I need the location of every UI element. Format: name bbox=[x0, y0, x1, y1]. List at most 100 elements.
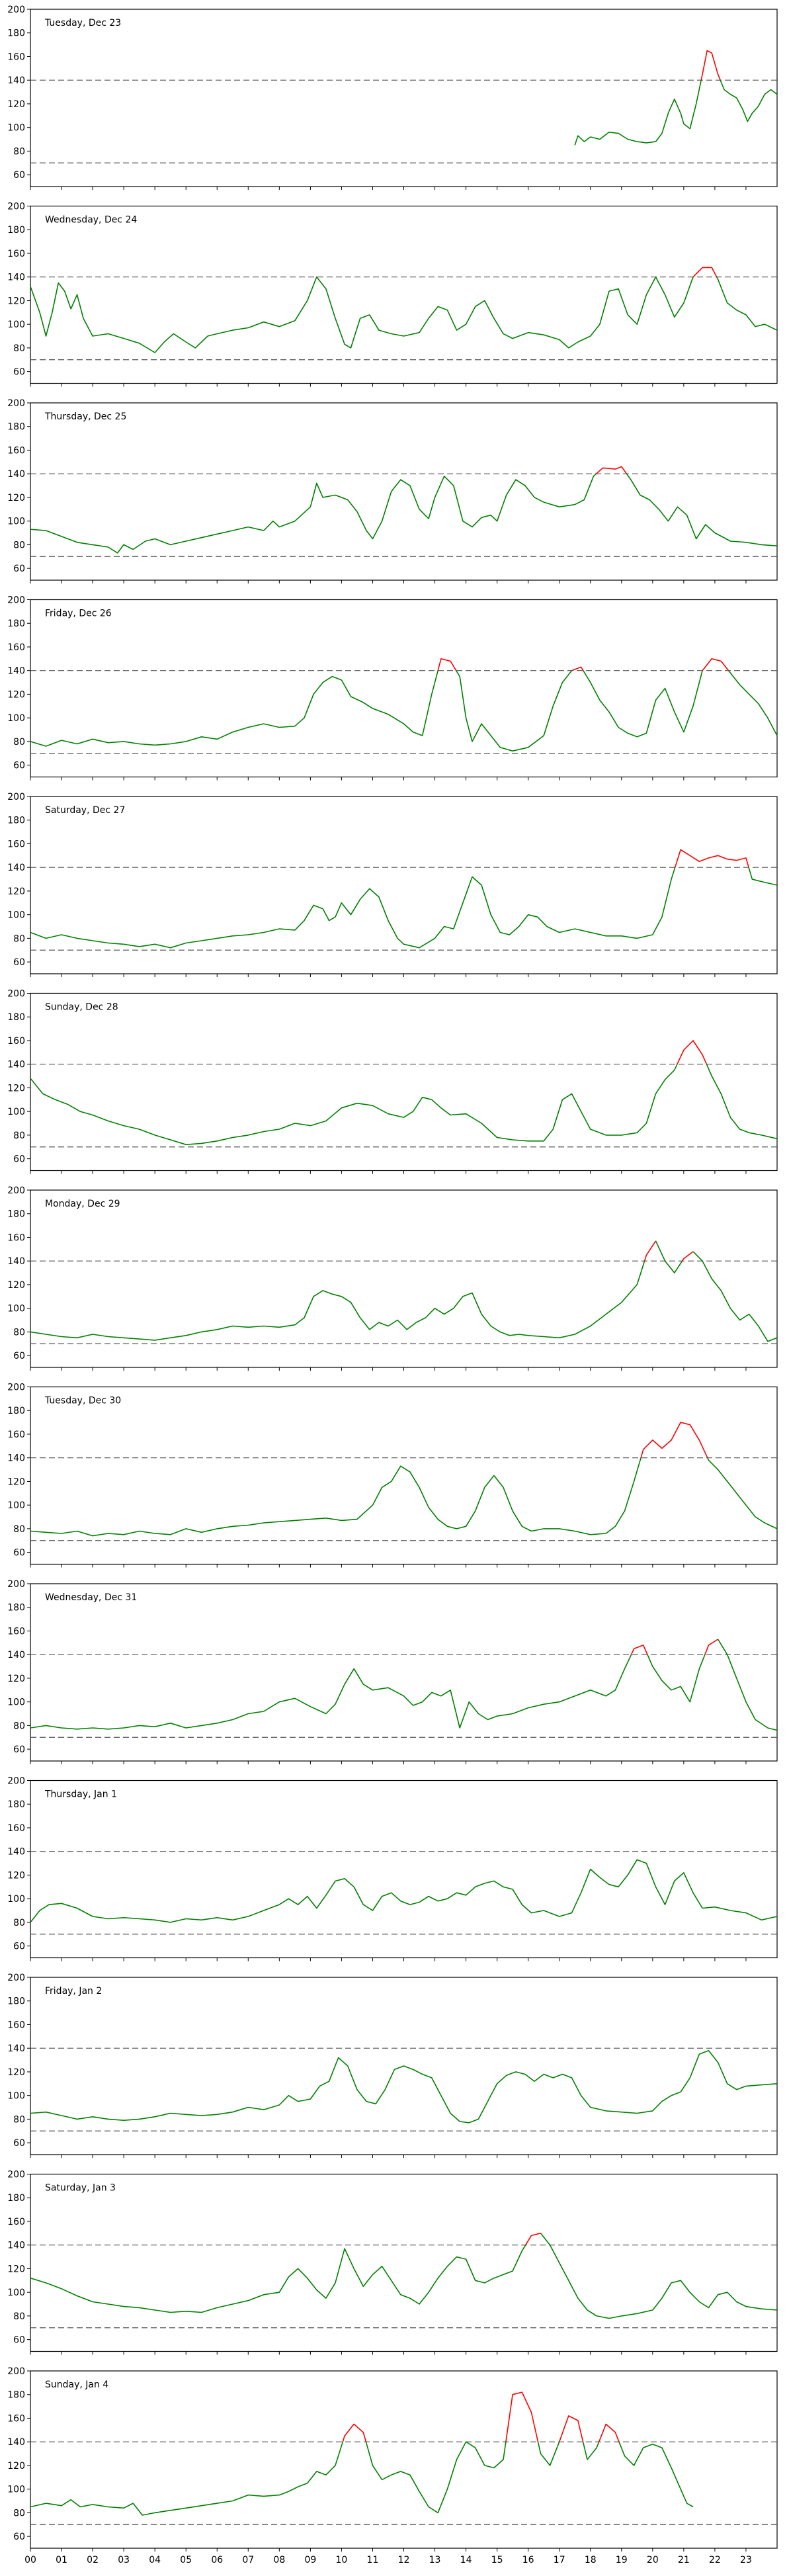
x-tick-label: 08 bbox=[273, 2555, 285, 2565]
y-tick-label: 140 bbox=[7, 2043, 25, 2054]
series-line-high bbox=[640, 1422, 708, 1459]
day-panel: 60 80 100 120 140 160 180 200 Monday, Dec 29 bbox=[7, 1185, 778, 1371]
series-line bbox=[574, 80, 702, 146]
series-line bbox=[30, 670, 438, 747]
series-line bbox=[626, 473, 778, 546]
panel-title: Tuesday, Dec 30 bbox=[44, 1396, 121, 1406]
x-tick-label: 16 bbox=[522, 2555, 534, 2565]
panel-title: Wednesday, Dec 31 bbox=[45, 1592, 137, 1603]
series-line-high bbox=[598, 2423, 620, 2442]
y-tick-label: 180 bbox=[7, 225, 25, 236]
x-tick-label: 10 bbox=[336, 2555, 348, 2565]
series-line-high bbox=[643, 1240, 657, 1262]
y-tick-label: 140 bbox=[7, 1847, 25, 1858]
y-tick-label: 160 bbox=[7, 2413, 25, 2424]
x-tick-label: 14 bbox=[460, 2555, 472, 2565]
x-tick-label: 21 bbox=[678, 2555, 690, 2565]
series-line-high bbox=[674, 849, 749, 868]
x-tick-label: 23 bbox=[740, 2555, 752, 2565]
y-tick-label: 180 bbox=[7, 1209, 25, 1220]
panel-frame bbox=[30, 9, 778, 187]
panel-title: Tuesday, Dec 23 bbox=[44, 18, 121, 28]
panel-frame bbox=[30, 796, 778, 974]
y-tick-label: 200 bbox=[7, 1579, 25, 1590]
y-tick-label: 100 bbox=[7, 320, 25, 330]
y-tick-label: 140 bbox=[7, 75, 25, 86]
y-tick-label: 160 bbox=[7, 2217, 25, 2227]
y-tick-label: 180 bbox=[7, 1012, 25, 1023]
panel-title: Friday, Jan 2 bbox=[45, 1986, 102, 1996]
panel-frame bbox=[30, 2370, 778, 2549]
series-line bbox=[692, 1251, 778, 1342]
x-tick-label: 07 bbox=[242, 2555, 254, 2565]
y-tick-label: 120 bbox=[7, 886, 25, 897]
y-tick-label: 60 bbox=[13, 2532, 25, 2542]
panel-title: Monday, Dec 29 bbox=[45, 1199, 120, 1209]
y-tick-label: 80 bbox=[13, 343, 25, 354]
y-tick-label: 100 bbox=[7, 713, 25, 724]
y-tick-label: 120 bbox=[7, 689, 25, 700]
y-tick-label: 200 bbox=[7, 792, 25, 802]
day-panel: 60 80 100 120 140 160 180 200 Thursday, Jan 1 bbox=[7, 1776, 778, 1961]
y-tick-label: 60 bbox=[13, 1154, 25, 1165]
y-tick-label: 120 bbox=[7, 296, 25, 306]
series-line bbox=[30, 1260, 645, 1341]
y-tick-label: 60 bbox=[13, 564, 25, 574]
x-tick-label: 01 bbox=[56, 2555, 67, 2565]
x-tick-label: 13 bbox=[429, 2555, 441, 2565]
x-tick-label: 02 bbox=[87, 2555, 99, 2565]
y-tick-label: 140 bbox=[7, 2437, 25, 2448]
x-tick-label: 19 bbox=[616, 2555, 628, 2565]
y-tick-label: 120 bbox=[7, 1477, 25, 1487]
y-tick-label: 200 bbox=[7, 2170, 25, 2180]
panel-title: Wednesday, Dec 24 bbox=[45, 215, 137, 226]
series-line-high bbox=[437, 658, 457, 671]
series-line bbox=[540, 2233, 778, 2319]
series-line-high bbox=[342, 2423, 367, 2442]
x-tick-label: 09 bbox=[304, 2555, 316, 2565]
y-tick-label: 60 bbox=[13, 1351, 25, 1361]
day-panel: 60 80 100 120 140 160 180 200 Wednesday, Dec 31 bbox=[7, 1579, 778, 1764]
series-line-high bbox=[630, 1645, 648, 1655]
y-tick-label: 60 bbox=[13, 1548, 25, 1559]
y-tick-label: 160 bbox=[7, 2020, 25, 2030]
x-tick-label: 11 bbox=[367, 2555, 379, 2565]
x-tick-label: 12 bbox=[398, 2555, 410, 2565]
y-tick-label: 100 bbox=[7, 123, 25, 134]
y-tick-label: 180 bbox=[7, 619, 25, 629]
panel-title: Sunday, Jan 4 bbox=[45, 2380, 108, 2390]
series-line bbox=[30, 1064, 678, 1145]
y-tick-label: 60 bbox=[13, 1942, 25, 1952]
y-tick-label: 80 bbox=[13, 933, 25, 944]
y-tick-label: 180 bbox=[7, 1799, 25, 1810]
series-line-high bbox=[558, 2415, 584, 2442]
y-tick-label: 100 bbox=[7, 1697, 25, 1708]
series-line-high bbox=[702, 658, 729, 671]
series-line-high bbox=[525, 2233, 541, 2246]
series-line bbox=[30, 276, 694, 353]
panel-frame bbox=[30, 1386, 778, 1565]
y-tick-label: 100 bbox=[7, 1107, 25, 1117]
y-tick-label: 100 bbox=[7, 2485, 25, 2495]
x-tick-label: 06 bbox=[211, 2555, 223, 2565]
panel-frame bbox=[30, 2173, 778, 2352]
y-tick-label: 60 bbox=[13, 1744, 25, 1755]
y-tick-label: 80 bbox=[13, 1327, 25, 1338]
y-tick-label: 100 bbox=[7, 517, 25, 527]
y-tick-label: 80 bbox=[13, 2311, 25, 2322]
y-tick-label: 180 bbox=[7, 2390, 25, 2401]
panel-title: Sunday, Dec 28 bbox=[45, 1002, 118, 1013]
series-line-high bbox=[704, 1639, 719, 1655]
series-line-high bbox=[505, 2391, 539, 2442]
y-tick-label: 140 bbox=[7, 863, 25, 873]
day-panel: 60 80 100 120 140 160 180 200 Thursday, Dec 25 bbox=[7, 398, 778, 583]
y-tick-label: 200 bbox=[7, 5, 25, 15]
day-panel: 60 80 100 120 140 160 180 200 Saturday, Jan 3 bbox=[7, 2170, 778, 2355]
y-tick-label: 180 bbox=[7, 816, 25, 826]
series-line bbox=[716, 277, 778, 331]
y-tick-label: 140 bbox=[7, 469, 25, 480]
y-tick-label: 200 bbox=[7, 2366, 25, 2377]
y-tick-label: 140 bbox=[7, 1256, 25, 1267]
